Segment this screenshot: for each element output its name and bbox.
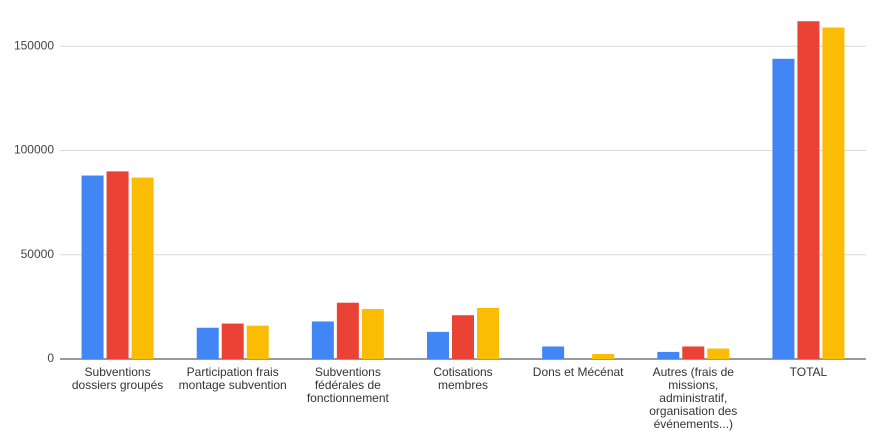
x-tick-label: TOTAL [789, 365, 828, 379]
bar [797, 21, 820, 359]
bar [311, 321, 334, 359]
bar [427, 331, 449, 359]
y-tick-label: 150000 [14, 38, 54, 52]
bar [246, 325, 269, 359]
bar [772, 58, 795, 359]
bar [682, 346, 705, 359]
x-tick-label: Dons et Mécénat [532, 365, 624, 379]
y-tick-label: 50000 [21, 247, 55, 261]
bar [452, 315, 474, 359]
bar [657, 351, 680, 359]
bar [592, 353, 615, 359]
x-tick-label: Subventions fédérales de fonctionnement [306, 365, 389, 405]
bar [336, 302, 359, 359]
bar [542, 346, 565, 359]
bar [196, 327, 219, 359]
bar [707, 348, 730, 359]
bar [361, 308, 384, 359]
x-tick-label: Participation frais montage subvention [178, 365, 287, 392]
y-tick-label: 0 [47, 351, 54, 365]
x-tick-label: Autres (frais de missions, administratif… [649, 365, 738, 431]
bar [106, 171, 129, 359]
x-tick-label: Cotisations membres [433, 365, 493, 392]
x-tick-label: Subventions dossiers groupés [71, 365, 164, 392]
bar [81, 175, 104, 359]
bar [477, 307, 499, 359]
bar [131, 177, 154, 359]
bar [822, 27, 845, 359]
y-tick-label: 100000 [14, 143, 54, 157]
bar [221, 323, 244, 359]
